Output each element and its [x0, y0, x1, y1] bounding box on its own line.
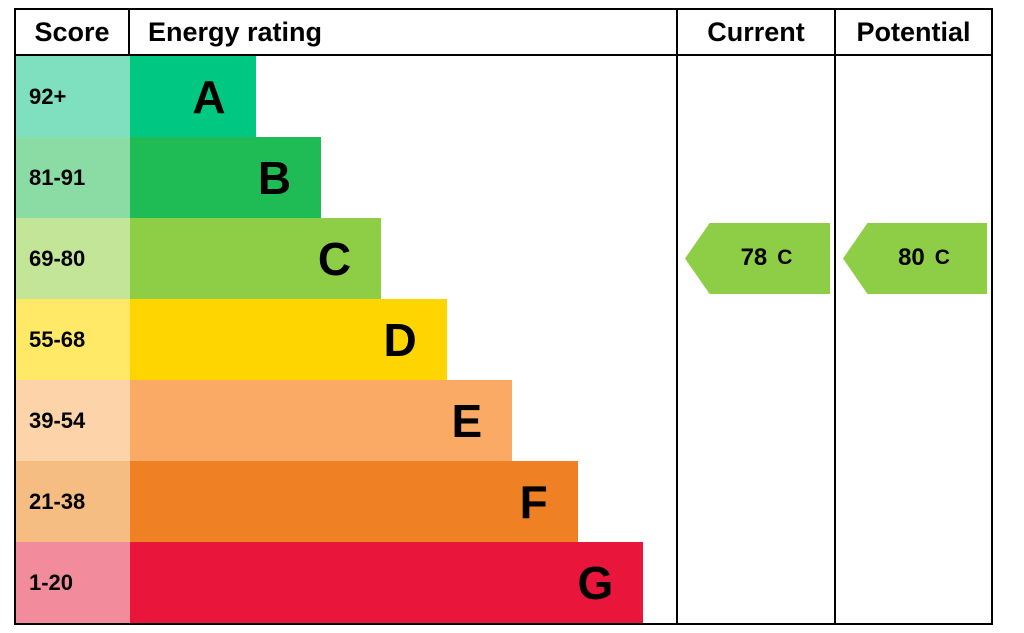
current-rating-band: C: [777, 246, 793, 270]
band-letter-f: F: [519, 475, 548, 528]
chart-body: 92+ A 81-91 B 69-80: [16, 56, 991, 623]
band-letter-g: G: [577, 556, 614, 609]
bar-track-a: A: [130, 56, 676, 137]
bar-track-c: C: [130, 218, 676, 299]
potential-rating-band: C: [934, 246, 950, 270]
band-letter-b: B: [257, 151, 292, 204]
band-letter-e: E: [451, 394, 483, 447]
band-letter-c: C: [317, 232, 352, 285]
band-row-a: 92+ A: [16, 56, 676, 137]
energy-rating-column-header: Energy rating: [148, 16, 323, 47]
score-range-c: 69-80: [16, 218, 130, 299]
score-range-a: 92+: [16, 56, 130, 137]
band-bar-e: E: [130, 380, 513, 461]
score-range-e: 39-54: [16, 380, 130, 461]
score-column-header: Score: [16, 10, 130, 54]
band-bar-f: F: [130, 461, 578, 542]
band-bar-c: C: [130, 218, 382, 299]
score-range-f: 21-38: [16, 461, 130, 542]
band-bar-d: D: [130, 299, 447, 380]
bar-track-e: E: [130, 380, 676, 461]
band-row-e: 39-54 E: [16, 380, 676, 461]
band-bar-g: G: [130, 542, 644, 623]
band-row-d: 55-68 D: [16, 299, 676, 380]
bar-track-b: B: [130, 137, 676, 218]
potential-rating-arrow: 80 C: [843, 222, 987, 294]
current-column: 78 C: [676, 56, 834, 623]
band-bar-a: A: [130, 56, 256, 137]
bands-area: 92+ A 81-91 B 69-80: [16, 56, 676, 623]
score-range-g: 1-20: [16, 542, 130, 623]
band-letter-a: A: [192, 70, 226, 123]
potential-column-header: Potential: [834, 10, 991, 54]
score-range-d: 55-68: [16, 299, 130, 380]
band-letter-d: D: [383, 313, 417, 366]
potential-rating-value: 80: [898, 244, 925, 272]
potential-column: 80 C: [834, 56, 991, 623]
bar-track-d: D: [130, 299, 676, 380]
header-row: Score Energy rating Current Potential: [16, 10, 991, 56]
band-bar-b: B: [130, 137, 322, 218]
current-rating-arrow: 78 C: [685, 222, 830, 294]
band-row-g: 1-20 G: [16, 542, 676, 623]
bar-track-f: F: [130, 461, 676, 542]
band-row-c: 69-80 C: [16, 218, 676, 299]
bar-track-g: G: [130, 542, 676, 623]
score-range-b: 81-91: [16, 137, 130, 218]
current-column-header: Current: [676, 10, 834, 54]
epc-rating-chart: Score Energy rating Current Potential 92…: [14, 8, 993, 625]
current-rating-value: 78: [740, 244, 768, 272]
band-row-f: 21-38 F: [16, 461, 676, 542]
band-row-b: 81-91 B: [16, 137, 676, 218]
